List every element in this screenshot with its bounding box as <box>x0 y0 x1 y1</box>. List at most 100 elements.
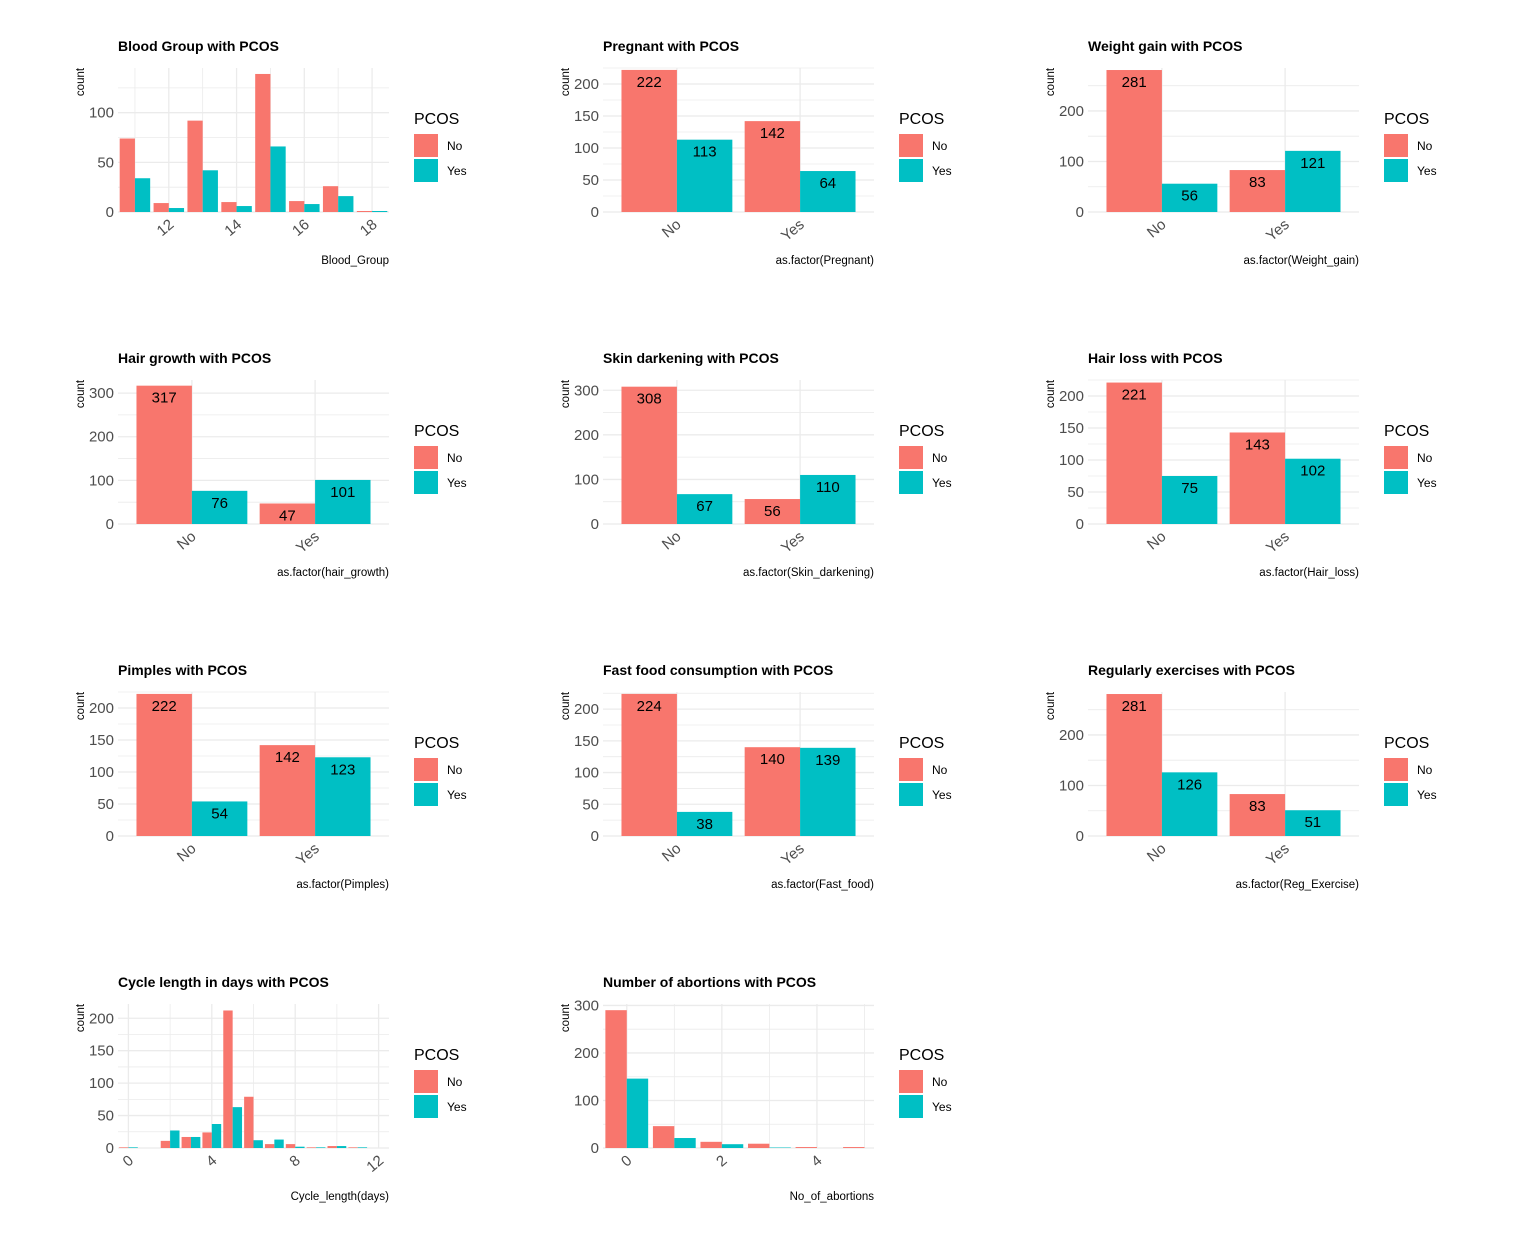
chart-title: Blood Group with PCOS <box>118 38 279 54</box>
legend-title: PCOS <box>414 423 459 440</box>
y-tick-label: 100 <box>89 472 114 489</box>
y-tick-label: 50 <box>1067 484 1084 501</box>
data-label: 221 <box>1122 387 1147 404</box>
y-tick-label: 100 <box>1059 777 1084 794</box>
bar-yes-9 <box>316 1147 326 1148</box>
x-tick-label: 2 <box>713 1152 730 1170</box>
y-tick-label: 300 <box>574 997 599 1014</box>
y-tick-label: 0 <box>106 828 114 845</box>
bar-yes-no <box>676 139 733 212</box>
bar-no-10 <box>327 1146 337 1148</box>
legend-label-yes: Yes <box>932 1100 952 1114</box>
bar-yes-14 <box>236 206 252 212</box>
bar-yes-yes <box>800 171 856 212</box>
bar-yes-3 <box>190 1136 201 1148</box>
legend: PCOS No Yes <box>414 1047 467 1118</box>
bar-yes-yes <box>800 474 856 524</box>
bar-no-8 <box>285 1144 296 1148</box>
bar-yes-no <box>676 494 733 524</box>
bar-no-9 <box>306 1147 317 1148</box>
chart-panel: Number of abortions with PCOS 0 100 200 300c… <box>560 974 952 1203</box>
bar-yes-yes <box>1285 458 1341 524</box>
bar-yes-18 <box>372 211 388 212</box>
bar-no-5 <box>843 1147 865 1148</box>
legend-label-yes: Yes <box>932 476 952 490</box>
x-tick-label: No <box>174 840 200 865</box>
bar-no-no <box>136 693 192 836</box>
chart-title: Hair growth with PCOS <box>118 350 271 366</box>
data-label: 317 <box>152 390 177 407</box>
legend-swatch-no <box>414 446 438 469</box>
legend: PCOS No Yes <box>899 735 952 806</box>
data-label: 56 <box>764 503 781 520</box>
legend-label-no: No <box>1417 763 1433 777</box>
bar-yes-15 <box>270 146 286 212</box>
legend-swatch-no <box>899 446 923 469</box>
x-tick-label: Yes <box>778 528 808 557</box>
bar-no-2 <box>160 1140 171 1148</box>
y-tick-label: 50 <box>97 154 114 171</box>
y-axis-label: count <box>560 67 572 96</box>
chart-panel: Regularly exercises with PCOS 0 100 200coun… <box>1045 662 1437 891</box>
bar-no-3 <box>181 1136 191 1148</box>
y-tick-label: 50 <box>582 796 599 813</box>
x-tick-label: 4 <box>808 1152 825 1170</box>
legend-swatch-yes <box>414 1095 438 1118</box>
x-tick-label: Yes <box>778 840 808 869</box>
legend: PCOS No Yes <box>1384 735 1437 806</box>
x-axis-label: as.factor(Pimples) <box>296 879 389 891</box>
data-label: 222 <box>637 74 662 91</box>
bar-no-4 <box>795 1147 817 1148</box>
bar-yes-2 <box>721 1144 744 1148</box>
y-tick-label: 100 <box>1059 153 1084 170</box>
x-axis-label: as.factor(Fast_food) <box>771 879 874 891</box>
legend-swatch-no <box>899 758 923 781</box>
legend-label-yes: Yes <box>932 164 952 178</box>
bar-yes-8 <box>295 1146 305 1148</box>
x-tick-label: No <box>659 528 685 553</box>
y-tick-label: 50 <box>97 796 114 813</box>
bar-yes-yes <box>1285 810 1341 836</box>
y-tick-label: 0 <box>1076 516 1084 533</box>
chart-title: Weight gain with PCOS <box>1088 38 1243 54</box>
legend-label-no: No <box>447 763 463 777</box>
bar-no-4 <box>202 1132 212 1148</box>
data-label: 101 <box>330 484 355 501</box>
bar-no-2 <box>700 1141 722 1148</box>
x-tick-label: No <box>1144 840 1170 865</box>
y-axis-label: count <box>560 1003 572 1032</box>
bar-yes-yes <box>1285 150 1341 212</box>
x-axis-label: as.factor(Hair_loss) <box>1259 567 1359 579</box>
bar-no-yes <box>744 121 801 212</box>
y-axis-label: count <box>560 691 572 720</box>
y-tick-label: 100 <box>574 1092 599 1109</box>
x-tick-label: No <box>1144 216 1170 241</box>
bar-no-5 <box>223 1010 233 1148</box>
legend-title: PCOS <box>1384 111 1429 128</box>
x-tick-label: 4 <box>203 1152 220 1170</box>
legend-title: PCOS <box>414 111 459 128</box>
bar-yes-11 <box>357 1147 368 1148</box>
data-label: 56 <box>1181 188 1198 205</box>
bar-no-18 <box>356 211 373 212</box>
bar-no-yes <box>744 747 801 836</box>
data-label: 143 <box>1245 436 1270 453</box>
bar-no-11 <box>119 138 135 212</box>
data-label: 47 <box>279 507 296 524</box>
y-tick-label: 200 <box>574 76 599 93</box>
bar-no-no <box>1106 382 1162 524</box>
data-label: 76 <box>211 495 228 512</box>
data-label: 38 <box>696 816 713 833</box>
chart-title: Fast food consumption with PCOS <box>603 662 833 678</box>
bar-yes-2 <box>170 1130 180 1148</box>
data-label: 102 <box>1300 463 1325 480</box>
y-tick-label: 200 <box>574 1045 599 1062</box>
y-tick-label: 150 <box>574 733 599 750</box>
x-tick-label: 0 <box>120 1152 137 1170</box>
y-tick-label: 200 <box>89 1010 114 1027</box>
x-tick-label: No <box>659 840 685 865</box>
data-label: 139 <box>815 752 840 769</box>
legend-label-no: No <box>932 1075 948 1089</box>
bar-yes-0 <box>626 1078 649 1148</box>
legend-swatch-no <box>899 1070 923 1093</box>
